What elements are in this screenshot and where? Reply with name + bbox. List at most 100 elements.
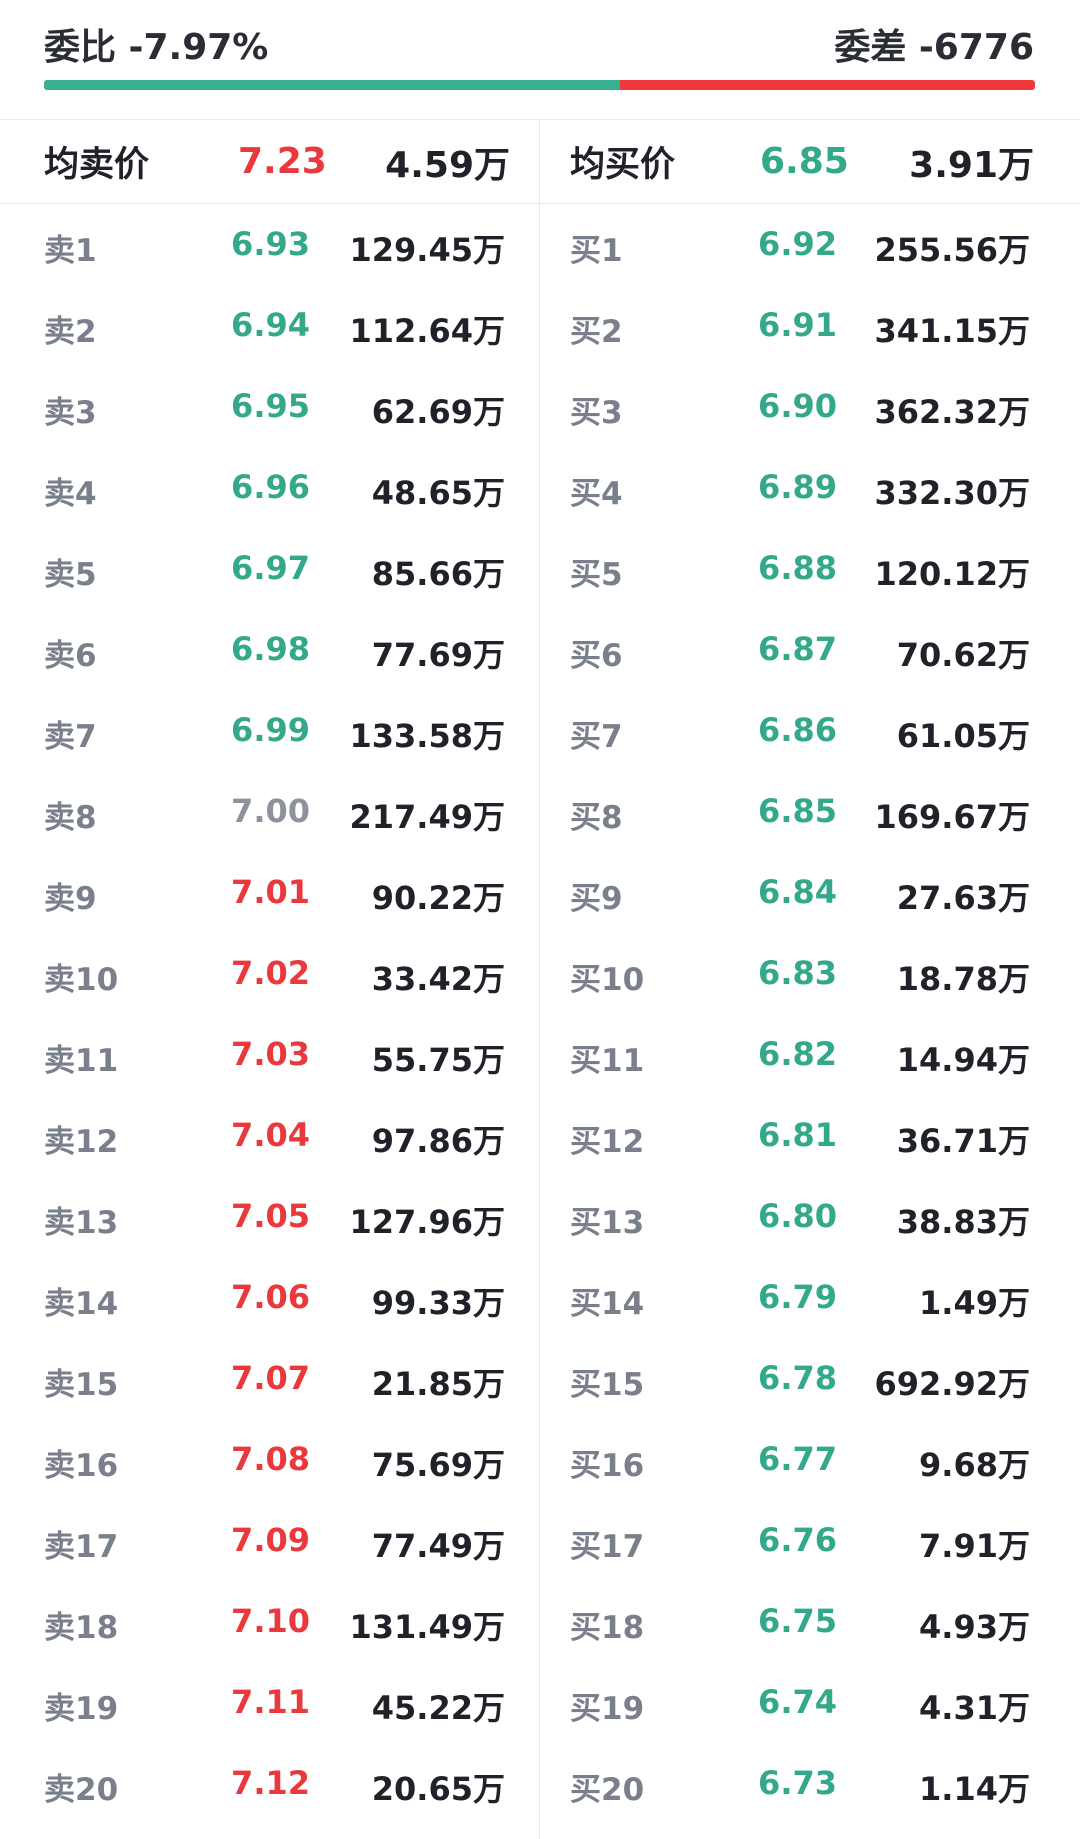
header-divider — [0, 119, 1080, 120]
buy-level-price: 6.90 — [758, 387, 837, 425]
buy-level-price: 6.80 — [758, 1197, 837, 1235]
buy-level-volume: 692.92万 — [874, 1365, 1031, 1403]
buy-level-label: 买8 — [570, 800, 623, 836]
sell-level-price: 7.12 — [231, 1764, 310, 1802]
sell-level-label: 卖20 — [44, 1772, 119, 1808]
buy-level-price: 6.78 — [758, 1359, 837, 1397]
buy-level-volume: 14.94万 — [896, 1041, 1030, 1079]
buy-level-price: 6.91 — [758, 306, 837, 344]
ratio-bar-sell-segment — [620, 80, 1035, 90]
sell-level-label: 卖18 — [44, 1610, 119, 1646]
buy-level-row[interactable]: 买19 6.74 4.31万 — [540, 1663, 1080, 1744]
sell-level-row[interactable]: 卖20 7.12 20.65万 — [0, 1744, 540, 1825]
sell-level-label: 卖14 — [44, 1286, 119, 1322]
sell-level-row[interactable]: 卖16 7.08 75.69万 — [0, 1420, 540, 1501]
buy-level-row[interactable]: 买20 6.73 1.14万 — [540, 1744, 1080, 1825]
buy-level-volume: 1.14万 — [919, 1770, 1030, 1808]
buy-level-row[interactable]: 买17 6.76 7.91万 — [540, 1501, 1080, 1582]
sell-level-row[interactable]: 卖6 6.98 77.69万 — [0, 610, 540, 691]
buy-level-volume: 1.49万 — [919, 1284, 1030, 1322]
buy-level-row[interactable]: 买3 6.90 362.32万 — [540, 367, 1080, 448]
buy-level-row[interactable]: 买18 6.75 4.93万 — [540, 1582, 1080, 1663]
buy-level-label: 买9 — [570, 881, 623, 917]
sell-level-label: 卖13 — [44, 1205, 119, 1241]
sell-level-row[interactable]: 卖7 6.99 133.58万 — [0, 691, 540, 772]
sell-level-row[interactable]: 卖17 7.09 77.49万 — [0, 1501, 540, 1582]
buy-level-row[interactable]: 买9 6.84 27.63万 — [540, 853, 1080, 934]
buy-level-volume: 4.93万 — [919, 1608, 1030, 1646]
sell-level-row[interactable]: 卖15 7.07 21.85万 — [0, 1339, 540, 1420]
avg-buy-label: 均买价 — [570, 145, 676, 185]
sell-level-row[interactable]: 卖10 7.02 33.42万 — [0, 934, 540, 1015]
sell-level-volume: 131.49万 — [349, 1608, 506, 1646]
buy-level-label: 买3 — [570, 395, 623, 431]
buy-level-row[interactable]: 买12 6.81 36.71万 — [540, 1096, 1080, 1177]
sell-level-row[interactable]: 卖9 7.01 90.22万 — [0, 853, 540, 934]
buy-level-price: 6.88 — [758, 549, 837, 587]
sell-level-volume: 62.69万 — [371, 393, 505, 431]
sell-level-price: 6.93 — [231, 225, 310, 263]
buy-level-volume: 341.15万 — [874, 312, 1031, 350]
buy-level-volume: 362.32万 — [874, 393, 1031, 431]
avg-sell-volume: 4.59万 — [385, 144, 510, 186]
sell-level-volume: 20.65万 — [371, 1770, 505, 1808]
buy-level-volume: 4.31万 — [919, 1689, 1030, 1727]
buy-level-row[interactable]: 买7 6.86 61.05万 — [540, 691, 1080, 772]
buy-level-row[interactable]: 买8 6.85 169.67万 — [540, 772, 1080, 853]
buy-level-label: 买17 — [570, 1529, 645, 1565]
buy-level-row[interactable]: 买13 6.80 38.83万 — [540, 1177, 1080, 1258]
sell-level-row[interactable]: 卖3 6.95 62.69万 — [0, 367, 540, 448]
buy-level-volume: 169.67万 — [874, 798, 1031, 836]
buy-level-volume: 120.12万 — [874, 555, 1031, 593]
sell-level-volume: 77.69万 — [371, 636, 505, 674]
sell-order-book: 卖1 6.93 129.45万 卖2 6.94 112.64万 卖3 6.95 62.69万 卖4… — [0, 205, 540, 1825]
sell-level-price: 6.99 — [231, 711, 310, 749]
sell-level-row[interactable]: 卖18 7.10 131.49万 — [0, 1582, 540, 1663]
buy-level-row[interactable]: 买4 6.89 332.30万 — [540, 448, 1080, 529]
buy-level-price: 6.76 — [758, 1521, 837, 1559]
sell-level-label: 卖3 — [44, 395, 97, 431]
sell-level-row[interactable]: 卖1 6.93 129.45万 — [0, 205, 540, 286]
sell-level-row[interactable]: 卖19 7.11 45.22万 — [0, 1663, 540, 1744]
buy-level-price: 6.74 — [758, 1683, 837, 1721]
buy-level-label: 买18 — [570, 1610, 645, 1646]
sell-level-row[interactable]: 卖13 7.05 127.96万 — [0, 1177, 540, 1258]
buy-level-row[interactable]: 买11 6.82 14.94万 — [540, 1015, 1080, 1096]
sell-level-row[interactable]: 卖8 7.00 217.49万 — [0, 772, 540, 853]
sell-level-price: 7.05 — [231, 1197, 310, 1235]
sell-level-row[interactable]: 卖2 6.94 112.64万 — [0, 286, 540, 367]
buy-level-row[interactable]: 买6 6.87 70.62万 — [540, 610, 1080, 691]
sell-level-price: 7.07 — [231, 1359, 310, 1397]
buy-level-row[interactable]: 买16 6.77 9.68万 — [540, 1420, 1080, 1501]
order-ratio-bar — [44, 80, 1035, 90]
buy-level-row[interactable]: 买15 6.78 692.92万 — [540, 1339, 1080, 1420]
avg-divider — [0, 203, 1080, 204]
buy-level-row[interactable]: 买14 6.79 1.49万 — [540, 1258, 1080, 1339]
buy-level-row[interactable]: 买1 6.92 255.56万 — [540, 205, 1080, 286]
sell-level-row[interactable]: 卖5 6.97 85.66万 — [0, 529, 540, 610]
buy-level-label: 买16 — [570, 1448, 645, 1484]
sell-level-label: 卖1 — [44, 233, 97, 269]
buy-level-label: 买19 — [570, 1691, 645, 1727]
sell-level-row[interactable]: 卖4 6.96 48.65万 — [0, 448, 540, 529]
sell-level-row[interactable]: 卖14 7.06 99.33万 — [0, 1258, 540, 1339]
buy-level-label: 买13 — [570, 1205, 645, 1241]
buy-level-price: 6.73 — [758, 1764, 837, 1802]
buy-level-label: 买11 — [570, 1043, 645, 1079]
avg-buy-price: 6.85 — [760, 141, 849, 182]
sell-level-volume: 133.58万 — [349, 717, 506, 755]
sell-level-row[interactable]: 卖12 7.04 97.86万 — [0, 1096, 540, 1177]
sell-level-label: 卖11 — [44, 1043, 119, 1079]
sell-level-volume: 129.45万 — [349, 231, 506, 269]
buy-level-volume: 255.56万 — [874, 231, 1031, 269]
order-diff-text: 委差 -6776 — [834, 27, 1034, 68]
sell-level-price: 7.03 — [231, 1035, 310, 1073]
buy-level-row[interactable]: 买2 6.91 341.15万 — [540, 286, 1080, 367]
buy-level-volume: 38.83万 — [896, 1203, 1030, 1241]
sell-level-row[interactable]: 卖11 7.03 55.75万 — [0, 1015, 540, 1096]
sell-level-label: 卖4 — [44, 476, 97, 512]
buy-level-row[interactable]: 买5 6.88 120.12万 — [540, 529, 1080, 610]
buy-level-row[interactable]: 买10 6.83 18.78万 — [540, 934, 1080, 1015]
avg-buy-row: 均买价 6.85 3.91万 — [540, 120, 1080, 203]
sell-level-volume: 99.33万 — [371, 1284, 505, 1322]
